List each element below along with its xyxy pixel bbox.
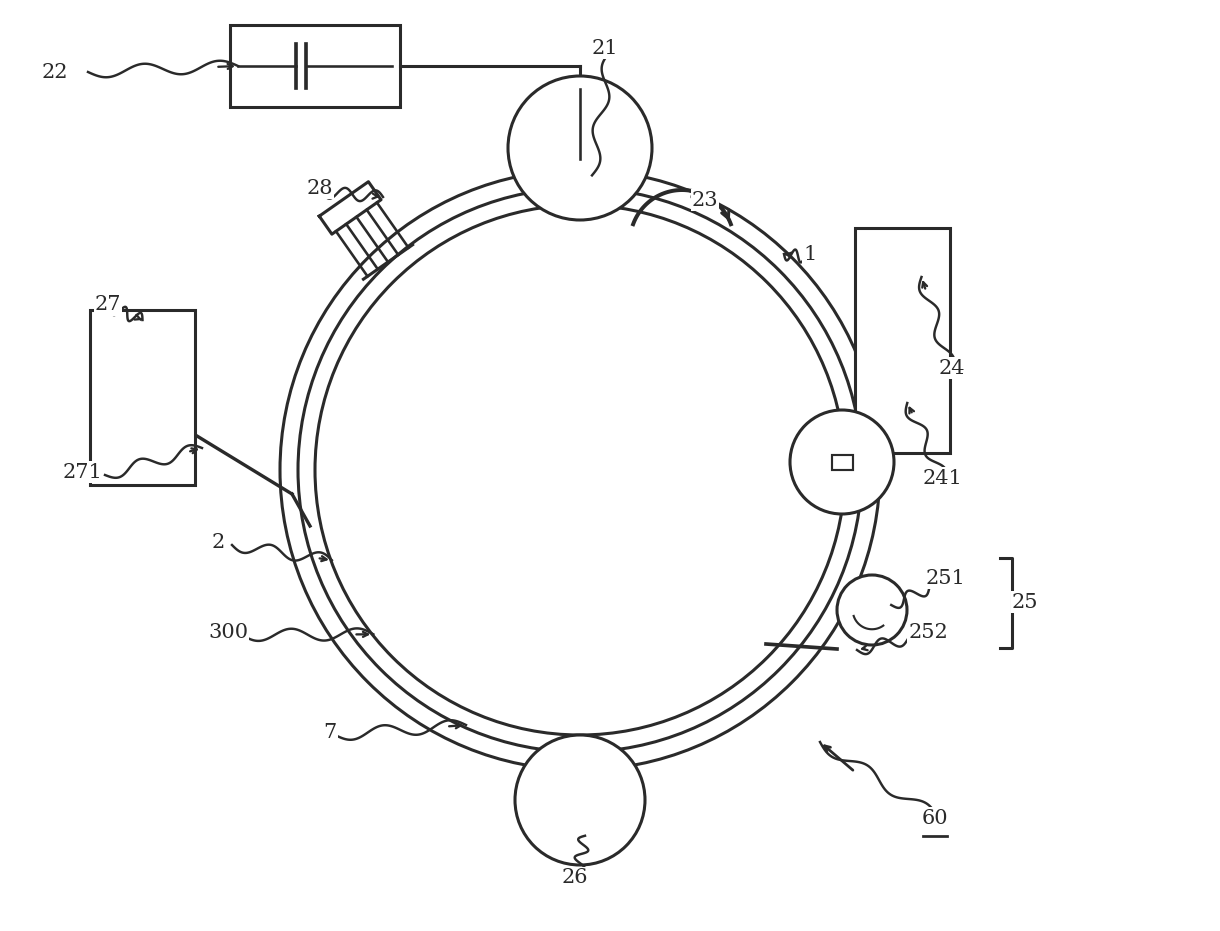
Text: 24: 24 <box>938 358 965 377</box>
Circle shape <box>791 410 894 514</box>
Circle shape <box>515 735 645 865</box>
Text: 25: 25 <box>1011 592 1038 612</box>
Text: 7: 7 <box>323 722 337 741</box>
Circle shape <box>508 76 651 220</box>
Text: 23: 23 <box>692 191 719 209</box>
Bar <box>855 227 950 452</box>
Text: 21: 21 <box>592 38 619 58</box>
Circle shape <box>837 575 906 645</box>
Text: 2: 2 <box>211 533 224 551</box>
Circle shape <box>281 170 880 770</box>
Text: 271: 271 <box>62 463 102 481</box>
Bar <box>90 310 195 485</box>
Bar <box>832 454 853 469</box>
Text: 300: 300 <box>207 623 248 641</box>
Text: 251: 251 <box>925 569 965 587</box>
Text: 1: 1 <box>803 246 816 264</box>
Text: 252: 252 <box>908 623 948 641</box>
Text: 26: 26 <box>561 869 588 887</box>
Circle shape <box>315 205 845 735</box>
Circle shape <box>298 188 863 752</box>
Text: 28: 28 <box>306 179 333 197</box>
Text: 27: 27 <box>95 295 121 315</box>
Text: 241: 241 <box>922 468 961 488</box>
Bar <box>231 25 400 107</box>
Text: 60: 60 <box>921 808 948 828</box>
Text: 22: 22 <box>41 62 68 82</box>
